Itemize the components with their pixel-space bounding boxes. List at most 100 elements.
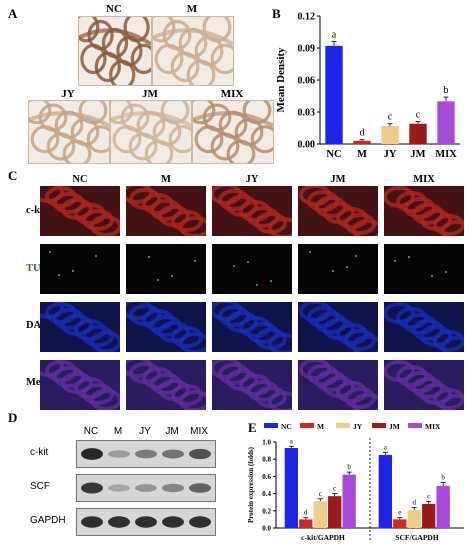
fluorescence-image	[298, 244, 378, 294]
fluor-wash	[384, 186, 464, 236]
fluor-structure	[239, 316, 271, 338]
blot-band	[189, 516, 211, 528]
y-tick-label: 0.8	[262, 456, 271, 464]
ihc-tissue-fold	[130, 43, 151, 75]
fluorescence-image	[212, 186, 292, 236]
fluor-structure	[218, 363, 250, 385]
fluor-wash	[298, 360, 378, 410]
ihc-tissue-edge	[79, 28, 151, 46]
bar	[313, 501, 327, 528]
chart-mean-density: 0.00 0.03 0.06 0.09 0.12 Mean Density a NC dMc JY…	[275, 12, 460, 160]
wb-label-ckit: c-kit	[30, 447, 49, 458]
wb-label-scf: SCF	[30, 481, 50, 492]
significance-letter: a	[384, 443, 388, 451]
ihc-tissue-fold	[123, 17, 150, 43]
fluor-structure	[307, 190, 339, 212]
blot-band	[162, 516, 184, 528]
significance-letter: a	[332, 30, 337, 41]
bar	[381, 125, 399, 144]
fluor-structure	[53, 366, 85, 388]
tunel-dot	[157, 279, 159, 281]
fluor-structure	[307, 306, 339, 328]
y-tick-label: 0.2	[262, 507, 271, 515]
fluor-wash	[384, 302, 464, 352]
fluor-structure	[212, 360, 242, 379]
fluor-structure	[142, 309, 174, 331]
ihc-tissue-edge	[193, 111, 273, 128]
fluorescence-image	[40, 360, 120, 410]
x-tick-label: NC	[326, 149, 341, 160]
fluor-structure	[179, 216, 206, 236]
x-tick-label: MIX	[435, 149, 457, 160]
fluor-structure	[441, 336, 464, 352]
fluor-structure	[396, 191, 428, 213]
fluor-structure	[412, 319, 444, 341]
y-tick-label: 1.0	[262, 439, 271, 447]
significance-letter: b	[444, 85, 449, 96]
fluor-row-dapi: DAPI	[26, 320, 52, 331]
fluor-structure	[90, 389, 120, 410]
blot-band	[135, 449, 157, 459]
significance-letter: b	[347, 463, 351, 471]
fluor-structure	[150, 315, 182, 337]
fluor-col-mix: MIX	[413, 174, 435, 185]
tunel-dot	[95, 255, 97, 257]
fluor-structure	[268, 333, 292, 352]
wb-blot-ckit	[76, 440, 216, 468]
wb-lane-m: M	[113, 426, 123, 437]
fluor-structure	[45, 360, 77, 382]
fluor-structure	[404, 197, 436, 219]
fluor-structure	[45, 302, 77, 324]
tunel-dot	[233, 265, 235, 267]
blot-band	[135, 484, 157, 492]
y-tick-label: 0.06	[298, 76, 316, 87]
bar	[353, 140, 371, 144]
fluor-structure	[142, 193, 174, 215]
ihc-tissue-fold	[250, 125, 273, 154]
panel-label-d: D	[8, 410, 18, 425]
blot-band	[135, 516, 157, 528]
blot-band	[162, 483, 184, 493]
y-tick-label: 0.4	[262, 490, 271, 498]
tunel-dot	[148, 256, 150, 258]
fluor-structure	[404, 371, 436, 393]
ihc-title-jm: JM	[142, 88, 158, 100]
fluor-structure	[74, 319, 106, 341]
fluorescence-image	[384, 186, 464, 236]
ihc-tissue-fold	[168, 125, 191, 154]
fluor-structure	[404, 313, 436, 335]
fluor-structure	[179, 390, 206, 410]
fluor-structure	[82, 325, 114, 347]
tunel-dot	[346, 266, 348, 268]
legend-label: NC	[281, 422, 292, 431]
fluor-structure	[239, 374, 271, 396]
fluor-structure	[352, 335, 378, 352]
fluor-wash	[212, 360, 292, 410]
fluorescence-image	[126, 360, 206, 410]
tunel-dot	[408, 256, 410, 258]
fluor-structure	[179, 332, 206, 352]
ihc-tissue-fold	[78, 101, 108, 125]
fluor-structure	[171, 326, 203, 348]
wb-lane-mix: MIX	[190, 426, 208, 437]
ihc-title-m: M	[186, 3, 198, 15]
fluor-structure	[412, 203, 444, 225]
fluor-wash	[40, 302, 120, 352]
ihc-tissue-fold	[202, 17, 232, 43]
bar	[378, 454, 392, 528]
ihc-tissue-fold	[210, 43, 233, 75]
wb-lane-nc: NC	[83, 426, 99, 437]
ihc-image-nc	[78, 16, 152, 86]
fluorescence-image	[40, 186, 120, 236]
panel-label-c: C	[8, 168, 18, 183]
ihc-title-jy: JY	[61, 88, 75, 100]
legend-swatch	[300, 423, 314, 428]
bar	[393, 519, 407, 528]
bar	[328, 496, 342, 528]
fluor-structure	[53, 308, 85, 330]
blot-band	[81, 448, 103, 460]
tunel-dot	[431, 275, 433, 277]
fluor-structure	[218, 305, 250, 327]
tunel-dot	[256, 284, 258, 286]
fluor-col-m: M	[161, 174, 171, 185]
